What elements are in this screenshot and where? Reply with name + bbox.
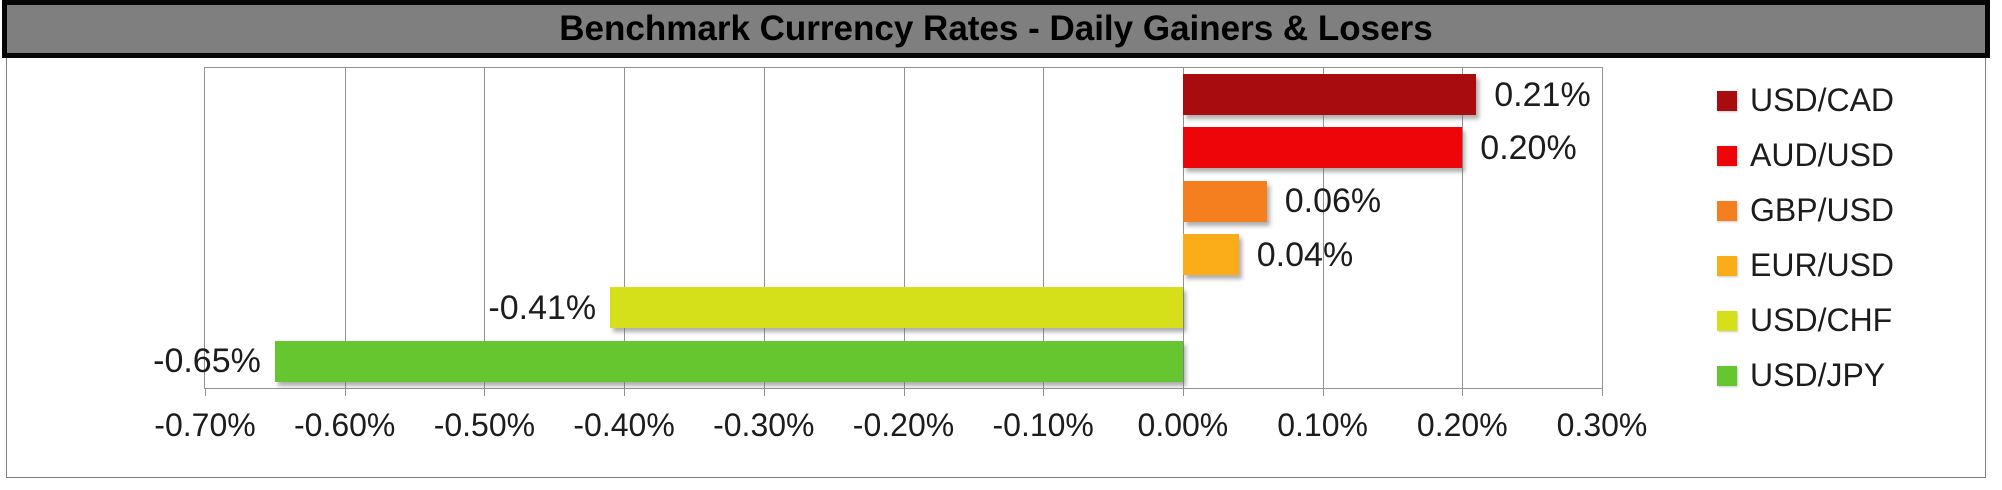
axis-tick-mark	[484, 388, 486, 396]
x-axis-tick-label: 0.30%	[1556, 407, 1648, 443]
axis-tick-mark	[205, 388, 206, 396]
legend-label: EUR/USD	[1750, 247, 1895, 283]
value-label-eur-usd: 0.04%	[1256, 235, 1354, 274]
gridline	[1322, 68, 1324, 388]
x-axis-tick-label: -0.70%	[154, 407, 256, 443]
legend-swatch-eur-usd	[1717, 255, 1737, 276]
x-axis-tick-label: 0.00%	[1137, 407, 1229, 443]
bar-usd-jpy	[274, 340, 1183, 382]
chart-title: Benchmark Currency Rates - Daily Gainers…	[559, 9, 1433, 48]
gridline	[1182, 68, 1184, 388]
gridline	[484, 68, 486, 388]
legend-item-usd-jpy: USD/JPY	[1717, 348, 1885, 403]
value-label-usd-jpy: -0.65%	[153, 342, 261, 381]
x-axis-tick-label: -0.10%	[992, 407, 1094, 443]
chart-area: -0.70% -0.60% -0.50% -0.40% -0.30% -0.20% -0.1…	[6, 2, 1986, 478]
legend-item-gbp-usd: GBP/USD	[1717, 183, 1894, 238]
x-axis-tick-label: -0.30%	[713, 407, 815, 443]
legend-swatch-aud-usd	[1717, 145, 1737, 166]
legend-item-usd-cad: USD/CAD	[1717, 73, 1894, 128]
gridline	[903, 68, 905, 388]
legend-swatch-usd-jpy	[1717, 365, 1737, 386]
x-axis-tick-label: -0.20%	[852, 407, 955, 443]
bar-usd-chf	[610, 287, 1183, 329]
chart-title-bar: Benchmark Currency Rates - Daily Gainers…	[2, 0, 1990, 58]
plot-area: -0.70% -0.60% -0.50% -0.40% -0.30% -0.20% -0.1…	[153, 67, 1647, 442]
legend-swatch-usd-cad	[1717, 90, 1737, 111]
value-label-usd-chf: -0.41%	[488, 289, 597, 327]
gridline	[763, 68, 765, 388]
legend-swatch-gbp-usd	[1717, 200, 1737, 221]
legend-label: USD/CHF	[1750, 302, 1893, 338]
gridline	[1043, 68, 1045, 388]
x-axis-tick-label: 0.20%	[1416, 407, 1508, 443]
bar-usd-cad	[1182, 74, 1477, 115]
legend-label: AUD/USD	[1750, 137, 1895, 173]
axis-tick-mark	[1322, 388, 1324, 396]
bar-aud-usd	[1182, 127, 1463, 169]
axis-tick-mark	[1043, 388, 1045, 396]
axis-tick-mark	[1462, 388, 1464, 396]
value-label-usd-cad: 0.21%	[1494, 75, 1591, 114]
bar-gbp-usd	[1182, 180, 1267, 222]
legend-swatch-usd-chf	[1717, 310, 1737, 331]
value-label-aud-usd: 0.20%	[1480, 129, 1577, 167]
gridline	[1462, 68, 1464, 388]
gridline	[344, 68, 346, 388]
legend: USD/CAD AUD/USD GBP/USD EUR/USD USD/CHF USD/J…	[1717, 73, 1977, 413]
x-axis-tick-label: -0.60%	[293, 407, 396, 443]
legend-label: USD/CAD	[1750, 82, 1895, 118]
x-axis-tick-label: 0.10%	[1277, 407, 1368, 443]
x-axis-tick-label: -0.50%	[433, 407, 536, 443]
legend-label: USD/JPY	[1750, 357, 1886, 393]
x-axis-tick-label: -0.40%	[573, 407, 675, 443]
axis-tick-mark	[763, 388, 765, 396]
value-label-gbp-usd: 0.06%	[1284, 182, 1382, 221]
legend-item-aud-usd: AUD/USD	[1717, 128, 1894, 183]
axis-tick-mark	[1602, 388, 1603, 396]
axis-tick-mark	[624, 388, 626, 396]
axis-tick-mark	[344, 388, 346, 396]
gridline	[624, 68, 626, 388]
axis-tick-mark	[903, 388, 905, 396]
legend-item-usd-chf: USD/CHF	[1717, 293, 1892, 348]
legend-label: GBP/USD	[1750, 192, 1895, 228]
legend-item-eur-usd: EUR/USD	[1717, 238, 1894, 293]
axis-tick-mark	[1182, 388, 1184, 396]
bar-eur-usd	[1182, 234, 1239, 275]
